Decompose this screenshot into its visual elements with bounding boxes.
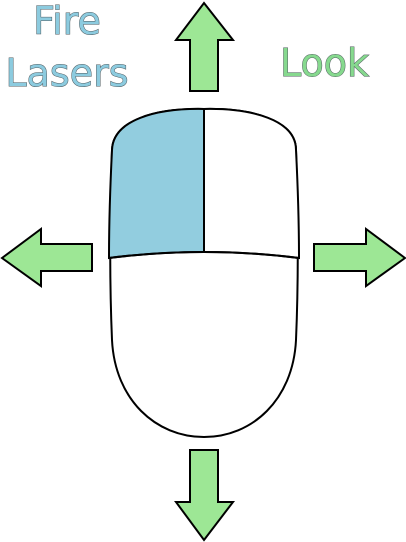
arrow-down-icon <box>174 449 236 542</box>
right-mouse-button <box>203 107 301 260</box>
computer-mouse-icon <box>107 107 301 439</box>
look-label: Look <box>279 41 370 85</box>
mouse-button-divider <box>108 250 300 259</box>
arrow-left-icon <box>0 227 93 288</box>
left-mouse-button <box>107 107 205 260</box>
fire-lasers-label-line1: Fire <box>33 0 102 43</box>
fire-lasers-label-line2: Lasers <box>5 51 129 95</box>
arrow-right-icon <box>313 227 406 288</box>
arrow-up-icon <box>173 1 236 92</box>
